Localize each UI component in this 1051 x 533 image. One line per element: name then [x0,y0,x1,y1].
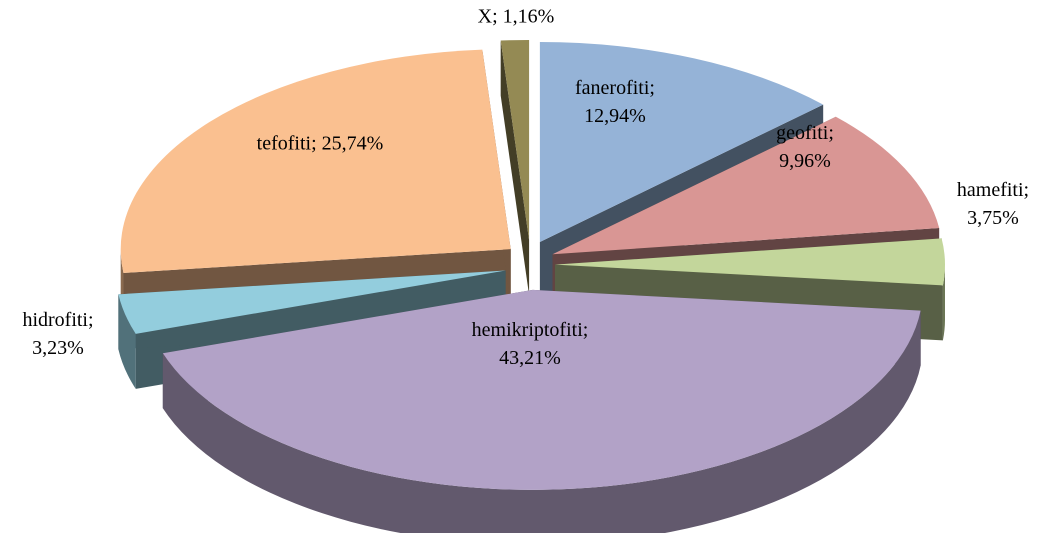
slice [552,116,940,255]
label-line: geofiti; [776,122,834,144]
label-line: fanerofiti; [575,77,655,99]
slice-side [500,40,530,296]
label-line: 43,21% [499,347,561,369]
slice [118,270,506,334]
slice-wall [162,310,921,533]
label-line: 9,96% [779,150,831,172]
label-line: 3,75% [967,207,1019,229]
slice [539,42,824,243]
slice [554,238,945,286]
slice-wall [942,264,945,341]
slice [500,40,530,241]
slice [120,49,511,273]
slice-wall [118,294,136,389]
data-label: fanerofiti; 12,94% [575,77,655,127]
data-label: X; 1,16% [478,6,555,28]
data-label: geofiti; 9,96% [776,122,834,172]
data-label: hidrofiti; 3,23% [22,309,93,359]
label-line: 3,23% [32,337,84,359]
slice [162,289,921,490]
data-label: hamefiti; 3,75% [957,179,1029,229]
label-line: hamefiti; [957,179,1029,201]
label-line: hemikriptofiti; [472,319,589,341]
data-label: tefofiti; 25,74% [257,133,384,155]
data-label: hemikriptofiti; 43,21% [472,319,589,369]
label-line: hidrofiti; [22,309,93,331]
label-line: 12,94% [584,105,646,127]
